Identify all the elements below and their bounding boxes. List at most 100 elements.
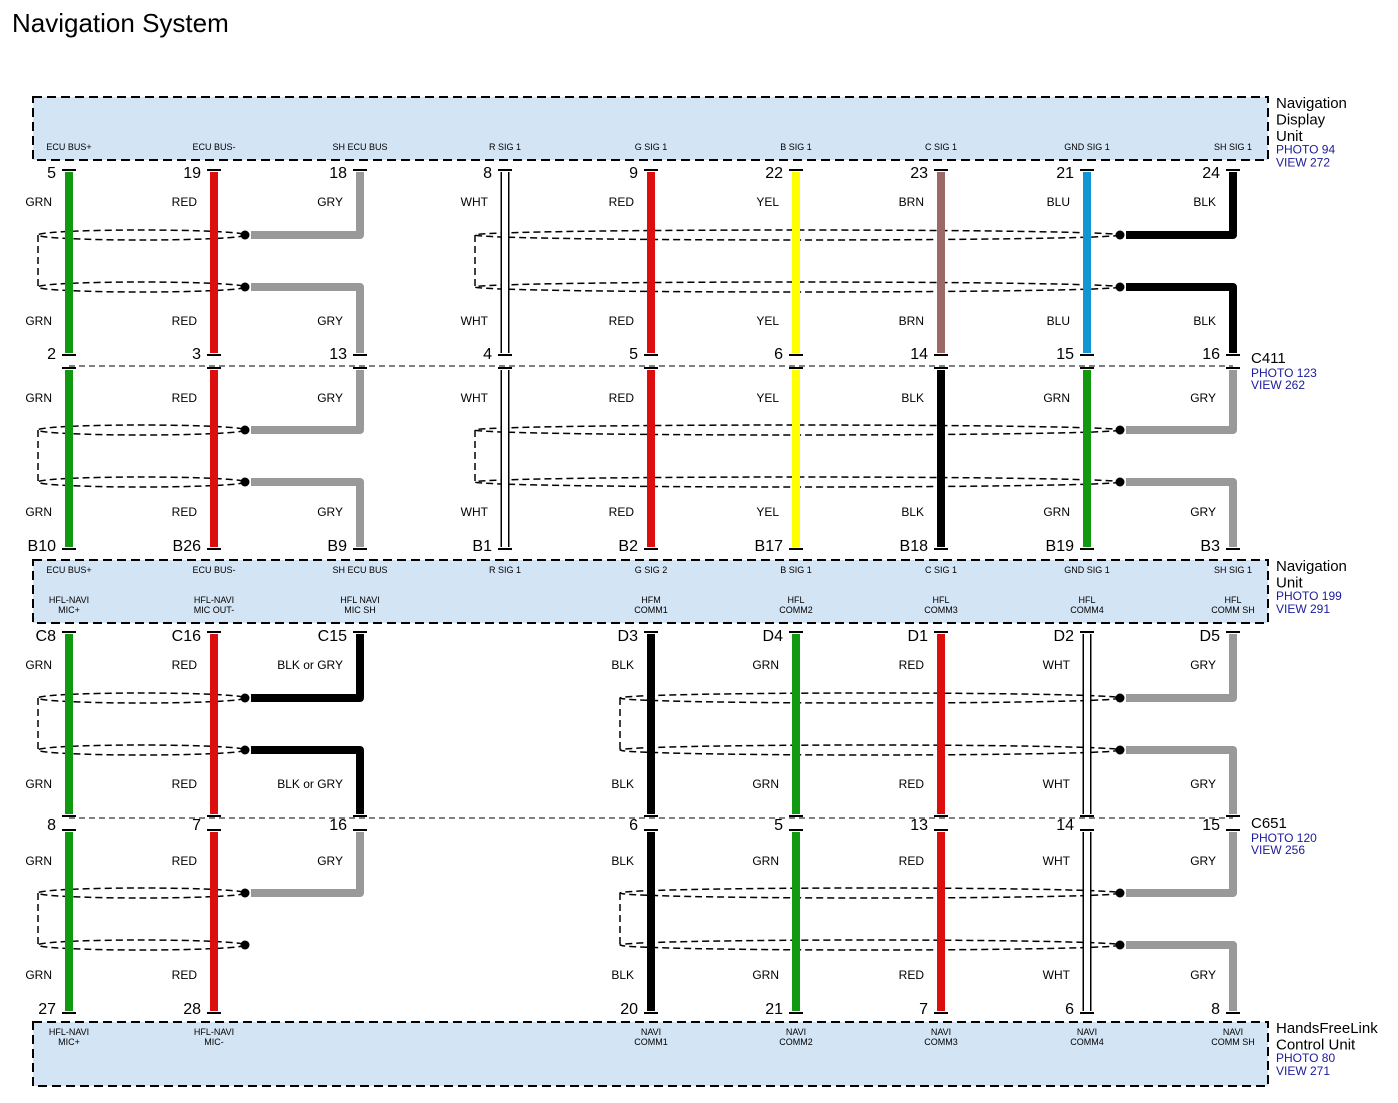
wire-color-label: BLK [611, 854, 634, 868]
terminal-label: ECU BUS- [192, 565, 235, 575]
wire-color-label: RED [172, 505, 198, 519]
drain-wire [1126, 941, 1237, 1011]
pin-number: 18 [329, 165, 347, 182]
pin-number: C15 [318, 628, 347, 645]
pin-number: 5 [47, 165, 56, 182]
connector-name: C411 [1251, 350, 1286, 367]
pin-number: 15 [1202, 817, 1220, 834]
view-ref: VIEW 256 [1251, 843, 1305, 857]
drain-wire [1126, 832, 1237, 897]
shield [619, 887, 1121, 899]
terminal-label: COMM4 [1070, 605, 1104, 615]
pin-number: 8 [483, 165, 492, 182]
drain-wire [251, 283, 364, 353]
splice-dot [1115, 693, 1125, 703]
terminal-label: SH ECU BUS [332, 565, 387, 575]
terminal-label: MIC- [204, 1037, 224, 1047]
pin-number: 21 [1056, 165, 1074, 182]
splice-dot [240, 888, 250, 898]
terminal-label: COMM SH [1211, 605, 1255, 615]
wire-color-label: RED [172, 658, 198, 672]
wire-color-label: RED [609, 195, 635, 209]
view-ref: VIEW 271 [1276, 1064, 1330, 1078]
wire-color-label: BLK [611, 658, 634, 672]
unit-name: HandsFreeLink [1276, 1020, 1378, 1037]
pin-number: D2 [1054, 628, 1075, 645]
pin-number: B3 [1200, 538, 1220, 555]
terminal-label: HFL-NAVI [194, 595, 234, 605]
page-title: Navigation System [12, 8, 229, 38]
wire-color-label: WHT [1043, 968, 1071, 982]
unit-name: Navigation [1276, 95, 1347, 112]
terminal-label: COMM2 [779, 1037, 813, 1047]
splice-dot [1115, 230, 1125, 240]
terminal-label: NAVI [641, 1027, 661, 1037]
pin-number: B9 [327, 538, 347, 555]
terminal-label: COMM1 [634, 605, 668, 615]
wire-color-label: BRN [899, 195, 924, 209]
drain-wire [251, 172, 364, 239]
wire-color-label: GRN [752, 968, 779, 982]
unit-box [32, 559, 1269, 624]
terminal-label: GND SIG 1 [1064, 142, 1110, 152]
wire-color-label: BLK [611, 777, 634, 791]
terminal-label: NAVI [1077, 1027, 1097, 1037]
drain-wire [1126, 370, 1237, 434]
pin-number: C16 [172, 628, 201, 645]
pin-number: 16 [329, 817, 347, 834]
pin-number: B17 [755, 538, 784, 555]
terminal-label: HFL [1224, 595, 1241, 605]
wire-color-label: GRN [25, 505, 52, 519]
wire-color-label: BLK [1193, 314, 1216, 328]
wire-color-label: WHT [461, 195, 489, 209]
terminal-label: ECU BUS- [192, 142, 235, 152]
wire-color-label: RED [899, 777, 925, 791]
terminal-label: ECU BUS+ [46, 142, 91, 152]
pin-number: B2 [618, 538, 638, 555]
pin-number: B26 [173, 538, 202, 555]
pin-number: 28 [183, 1001, 201, 1018]
terminal-label: R SIG 1 [489, 565, 521, 575]
pin-number: 8 [47, 817, 56, 834]
terminal-label: ECU BUS+ [46, 565, 91, 575]
pin-number: 7 [192, 817, 201, 834]
pin-number: 6 [1065, 1001, 1074, 1018]
splice-dot [1115, 425, 1125, 435]
drain-wire [1126, 746, 1237, 814]
wire-color-label: GRN [752, 658, 779, 672]
pin-number: 13 [910, 817, 928, 834]
terminal-label: COMM1 [634, 1037, 668, 1047]
drain-wire [1126, 634, 1237, 702]
wire-color-label: GRN [25, 391, 52, 405]
wire-color-label: BLK or GRY [277, 777, 343, 791]
wire-color-label: BLK [901, 505, 924, 519]
pin-number: D5 [1200, 628, 1221, 645]
wire-color-label: GRN [25, 658, 52, 672]
wire-color-label: RED [899, 658, 925, 672]
wire-color-label: GRN [1043, 391, 1070, 405]
terminal-label: HFL [787, 595, 804, 605]
terminal-label: MIC SH [344, 605, 376, 615]
wire-color-label: RED [172, 314, 198, 328]
wire-color-label: RED [609, 314, 635, 328]
wire-color-label: YEL [756, 505, 779, 519]
photo-ref: PHOTO 199 [1276, 589, 1342, 603]
unit-name: Unit [1276, 128, 1304, 145]
wire-color-label: BLK [901, 391, 924, 405]
terminal-label: HFL NAVI [340, 595, 380, 605]
connector-name: C651 [1251, 815, 1287, 832]
pin-number: 9 [629, 165, 638, 182]
splice-dot [240, 693, 250, 703]
splice-dot [1115, 940, 1125, 950]
pin-number: 16 [1202, 346, 1220, 363]
photo-ref: PHOTO 123 [1251, 366, 1317, 380]
wire-color-label: GRN [752, 777, 779, 791]
wire-color-label: GRN [25, 195, 52, 209]
shield [619, 692, 1121, 704]
terminal-label: HFL-NAVI [194, 1027, 234, 1037]
wire-color-label: GRN [25, 968, 52, 982]
terminal-label: MIC+ [58, 605, 80, 615]
pin-number: 8 [1211, 1001, 1220, 1018]
wire-color-label: GRN [25, 314, 52, 328]
